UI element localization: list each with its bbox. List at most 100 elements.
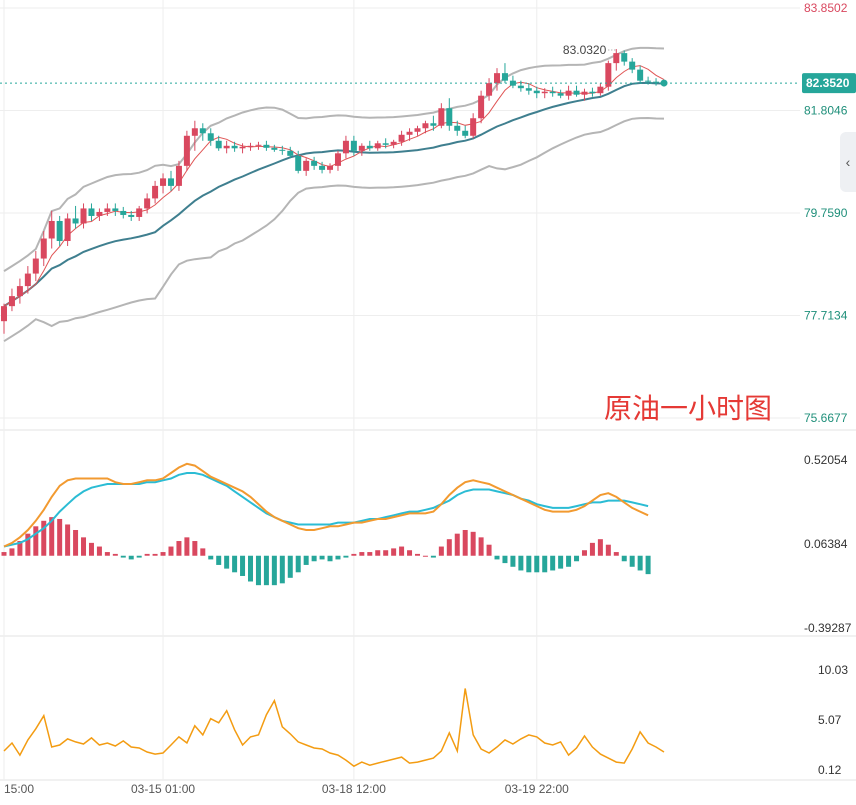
- candle: [541, 88, 548, 99]
- candle: [183, 130, 190, 171]
- macd-y-tick-label: 0.52054: [804, 453, 848, 467]
- candle: [88, 203, 95, 221]
- candle: [199, 123, 206, 141]
- candle-body: [303, 160, 310, 171]
- candle: [557, 89, 564, 99]
- candle: [319, 161, 326, 174]
- candle: [255, 141, 262, 150]
- macd-histogram-bar: [49, 517, 55, 556]
- macd-histogram-bar: [128, 555, 134, 560]
- collapse-panel-button[interactable]: ‹: [840, 132, 856, 192]
- candle: [629, 58, 636, 74]
- macd-histogram-bar: [160, 552, 166, 556]
- candle: [501, 63, 508, 84]
- macd-histogram-bar: [327, 555, 333, 562]
- candle: [80, 203, 87, 229]
- candle: [287, 146, 294, 159]
- macd-histogram-bar: [645, 555, 651, 575]
- macd-histogram-bar: [446, 539, 452, 556]
- macd-histogram-bar: [33, 526, 39, 556]
- macd-histogram-bar: [248, 555, 254, 582]
- candle-body: [104, 208, 111, 212]
- bollinger-lower-line: [3, 116, 665, 343]
- macd-histogram-bar: [57, 518, 63, 556]
- candle: [454, 120, 461, 136]
- candle: [486, 78, 493, 101]
- candle-body: [183, 135, 190, 166]
- candle-body: [509, 80, 516, 86]
- candle: [231, 141, 238, 152]
- macd-histogram-bar: [621, 555, 627, 562]
- candle: [350, 135, 357, 156]
- candle-body: [144, 198, 151, 209]
- candle: [509, 75, 516, 89]
- macd-histogram-bar: [422, 555, 428, 557]
- ma-slow-line: [3, 81, 665, 307]
- candle-body: [128, 214, 135, 217]
- candle: [430, 115, 437, 131]
- candle-body: [454, 125, 461, 131]
- candle: [223, 140, 230, 154]
- candle: [414, 125, 421, 136]
- candle-body: [279, 149, 286, 151]
- candle: [40, 230, 47, 267]
- macd-histogram-bar: [589, 542, 595, 556]
- macd-histogram-bar: [359, 552, 365, 556]
- candle: [271, 144, 278, 152]
- candle: [160, 173, 167, 194]
- candle: [438, 103, 445, 129]
- candle-body: [48, 220, 55, 239]
- candle-body: [80, 208, 87, 224]
- macd-histogram-bar: [414, 553, 420, 556]
- candle: [573, 85, 580, 97]
- candle: [645, 76, 652, 85]
- price-y-tick-label: 81.8046: [804, 103, 848, 117]
- macd-histogram-bar: [311, 555, 317, 562]
- candle-body: [287, 150, 294, 156]
- x-tick-label: 15:00: [4, 782, 34, 796]
- macd-histogram-bar: [232, 555, 238, 573]
- macd-histogram-bar: [542, 555, 548, 573]
- macd-histogram-bar: [287, 555, 293, 578]
- macd-histogram-bar: [351, 553, 357, 556]
- candle-body: [414, 128, 421, 132]
- candle: [215, 135, 222, 151]
- candle-body: [64, 218, 71, 242]
- macd-histogram-bar: [208, 555, 214, 560]
- macd-histogram-bar: [112, 553, 118, 556]
- macd-histogram-bar: [502, 555, 508, 564]
- candle-body: [199, 128, 206, 134]
- candle: [167, 170, 174, 191]
- candle: [303, 158, 310, 176]
- candle-body: [549, 91, 556, 94]
- candle: [549, 86, 556, 97]
- candle-body: [446, 108, 453, 126]
- macd-histogram-bar: [184, 537, 190, 556]
- candle: [525, 83, 532, 95]
- ma-fast-line: [3, 65, 665, 307]
- macd-histogram-bar: [17, 541, 23, 556]
- candle-body: [16, 286, 23, 297]
- last-price-label: 82.3520: [806, 76, 850, 90]
- macd-y-tick-label: 0.06384: [804, 537, 848, 551]
- atr-line: [3, 688, 665, 768]
- macd-histogram-bar: [478, 537, 484, 556]
- macd-histogram-bar: [597, 539, 603, 556]
- candle: [382, 138, 389, 149]
- macd-histogram-bar: [430, 555, 436, 558]
- candle-body: [342, 140, 349, 154]
- candle-body: [406, 131, 413, 135]
- macd-histogram-bar: [574, 555, 580, 562]
- candle-body: [40, 238, 47, 259]
- candle-body: [295, 155, 302, 171]
- candle-body: [462, 130, 469, 136]
- macd-histogram-bar: [9, 548, 15, 556]
- candle-body: [478, 95, 485, 119]
- macd-histogram-bar: [438, 546, 444, 556]
- candle-body: [311, 160, 318, 166]
- macd-histogram-bar: [605, 544, 611, 556]
- macd-histogram-bar: [200, 548, 206, 556]
- macd-histogram-bar: [192, 541, 198, 556]
- macd-histogram-bar: [144, 553, 150, 556]
